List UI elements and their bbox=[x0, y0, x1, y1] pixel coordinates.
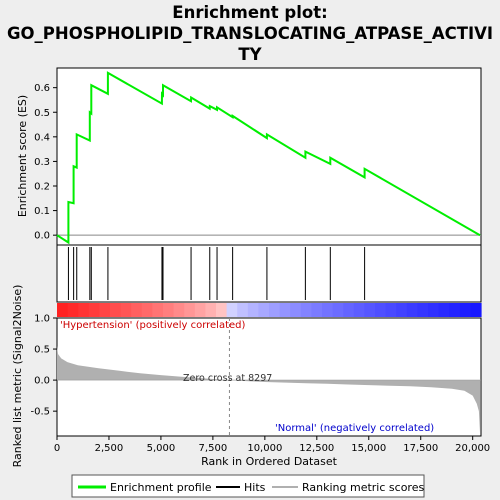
band-segment bbox=[99, 303, 111, 317]
es-y-tick-label: 0.4 bbox=[34, 132, 50, 143]
band-segment bbox=[131, 303, 143, 317]
band-segment bbox=[163, 303, 175, 317]
band-segment bbox=[300, 303, 312, 317]
band-segment bbox=[120, 303, 132, 317]
metric-y-axis-label: Ranked list metric (Signal2Noise) bbox=[11, 285, 24, 468]
band-segment bbox=[78, 303, 90, 317]
x-tick-label: 12,500 bbox=[299, 443, 334, 454]
metric-y-tick-label: 0.0 bbox=[34, 376, 50, 387]
x-tick-label: 2,500 bbox=[95, 443, 124, 454]
band-segment bbox=[205, 303, 217, 317]
band-segment bbox=[385, 303, 397, 317]
es-y-tick-label: 0.3 bbox=[34, 157, 50, 168]
band-segment bbox=[428, 303, 440, 317]
x-tick-label: 5,000 bbox=[147, 443, 176, 454]
band-segment bbox=[396, 303, 408, 317]
metric-y-tick-label: 1.0 bbox=[34, 314, 50, 325]
title-line-2: GO_PHOSPHOLIPID_TRANSLOCATING_ATPASE_ACT… bbox=[6, 24, 494, 43]
band-segment bbox=[364, 303, 376, 317]
band-segment bbox=[449, 303, 461, 317]
band-segment bbox=[269, 303, 281, 317]
band-segment bbox=[311, 303, 323, 317]
negative-label: 'Normal' (negatively correlated) bbox=[275, 423, 434, 434]
es-panel bbox=[56, 67, 482, 246]
zero-cross-label: Zero cross at 8297 bbox=[183, 373, 272, 384]
hits-panel bbox=[56, 244, 482, 303]
chart-title: Enrichment plot: GO_PHOSPHOLIPID_TRANSLO… bbox=[0, 2, 500, 65]
es-y-tick-label: 0.0 bbox=[34, 231, 50, 242]
band-segment bbox=[67, 303, 79, 317]
legend-box bbox=[71, 474, 425, 498]
x-tick-label: 20,000 bbox=[455, 443, 490, 454]
band-segment bbox=[110, 303, 122, 317]
band-segment bbox=[438, 303, 450, 317]
metric-y-tick-label: 0.5 bbox=[34, 345, 50, 356]
title-line-1: Enrichment plot: bbox=[172, 3, 328, 22]
band-segment bbox=[226, 303, 238, 317]
band-segment bbox=[173, 303, 185, 317]
band-segment bbox=[141, 303, 153, 317]
hits-group bbox=[67, 247, 366, 300]
band-segment bbox=[290, 303, 302, 317]
metric-y-axis: -0.5 0.0 0.5 1.0 bbox=[30, 314, 481, 418]
band-segment bbox=[57, 303, 69, 317]
band-segment bbox=[332, 303, 344, 317]
band-segment bbox=[152, 303, 164, 317]
band-segment bbox=[470, 303, 482, 317]
x-tick-label: 0 bbox=[54, 443, 60, 454]
es-y-tick-label: 0.2 bbox=[34, 182, 50, 193]
es-y-axis: 0.0 0.1 0.2 0.3 0.4 0.5 0.6 bbox=[34, 83, 57, 242]
band-segment bbox=[459, 303, 471, 317]
x-tick-label: 7,500 bbox=[199, 443, 228, 454]
es-y-tick-label: 0.6 bbox=[34, 83, 50, 94]
band-segment bbox=[375, 303, 387, 317]
band-segment bbox=[216, 303, 228, 317]
band-segment bbox=[322, 303, 334, 317]
title-line-3: TY bbox=[238, 45, 262, 64]
positive-label: 'Hypertension' (positively correlated) bbox=[60, 320, 246, 331]
band-segment bbox=[406, 303, 418, 317]
band-segment bbox=[194, 303, 206, 317]
enrichment-profile-line bbox=[56, 71, 481, 245]
x-tick-label: 17,500 bbox=[403, 443, 438, 454]
x-axis: 0 2,500 5,000 7,500 10,000 12,500 15,000 17,500… bbox=[54, 436, 490, 454]
x-tick-label: 10,000 bbox=[247, 443, 282, 454]
band-segment bbox=[353, 303, 365, 317]
metric-y-tick-label: -0.5 bbox=[30, 407, 50, 418]
band-segment bbox=[237, 303, 249, 317]
legend-ranking-label: Ranking metric scores bbox=[302, 481, 424, 494]
band-segment bbox=[247, 303, 259, 317]
es-y-tick-label: 0.5 bbox=[34, 108, 50, 119]
band-segment bbox=[417, 303, 429, 317]
es-y-axis-label: Enrichment score (ES) bbox=[16, 95, 29, 217]
es-y-tick-label: 0.1 bbox=[34, 206, 50, 217]
x-axis-label: Rank in Ordered Dataset bbox=[201, 455, 338, 468]
band-segment bbox=[258, 303, 270, 317]
band-segment bbox=[184, 303, 196, 317]
band-segment bbox=[279, 303, 291, 317]
band-segment bbox=[88, 303, 100, 317]
legend-enrichment-label: Enrichment profile bbox=[110, 481, 212, 494]
band-segment bbox=[343, 303, 355, 317]
rank-color-band bbox=[57, 303, 482, 317]
legend-hits-label: Hits bbox=[244, 481, 266, 494]
x-tick-label: 15,000 bbox=[351, 443, 386, 454]
